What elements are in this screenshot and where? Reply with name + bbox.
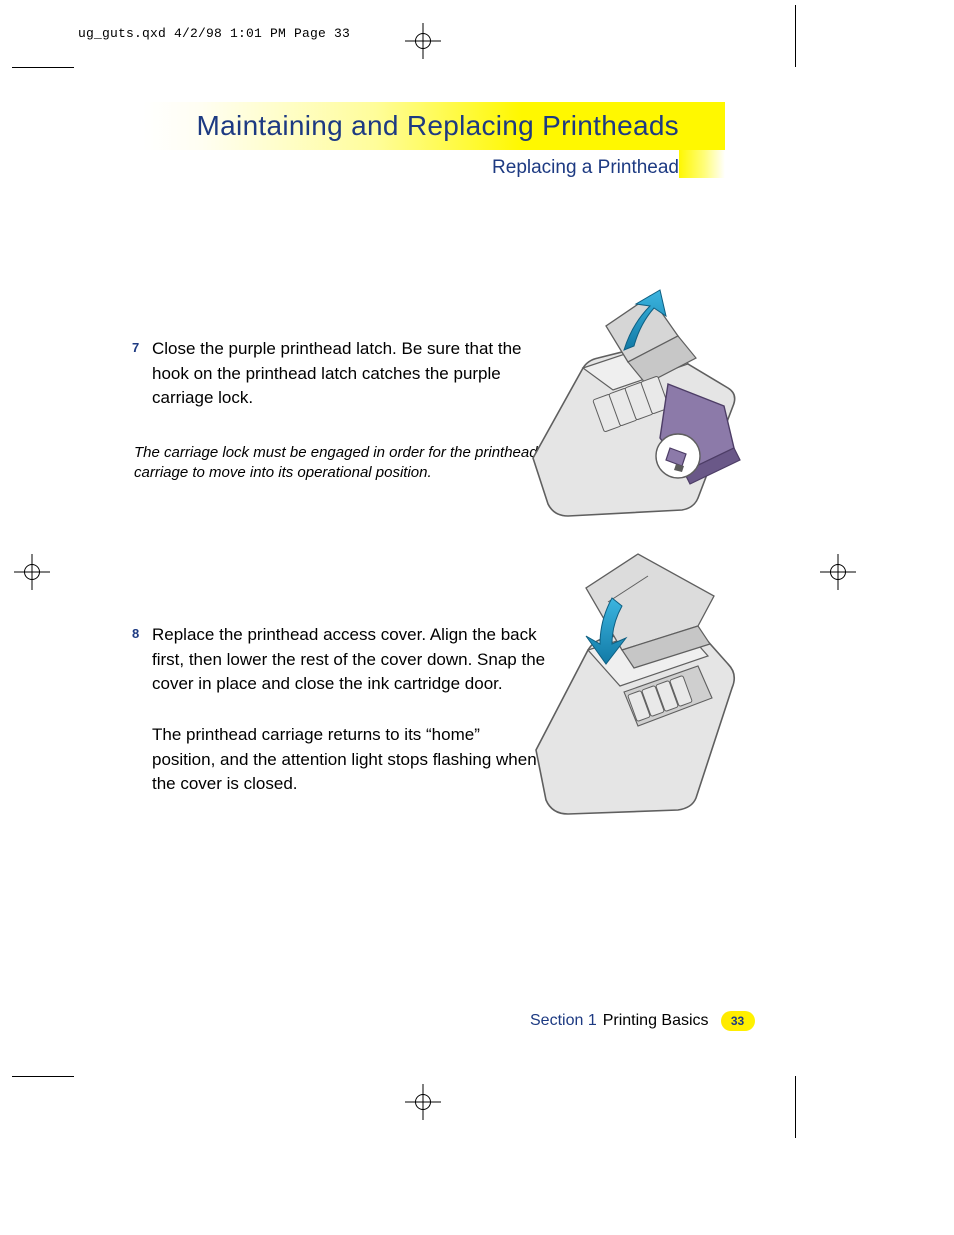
chapter-title-tail	[679, 150, 725, 178]
step-note: The carriage lock must be engaged in ord…	[134, 443, 546, 484]
section-subtitle: Replacing a Printhead	[143, 157, 679, 179]
registration-mark	[405, 1084, 441, 1120]
page-footer: Section 1 Printing Basics 33	[530, 1011, 755, 1031]
chapter-title-band: Maintaining and Replacing Printheads	[143, 102, 725, 150]
chapter-title: Maintaining and Replacing Printheads	[197, 110, 679, 142]
crop-mark	[12, 67, 74, 68]
step-text-continued: The printhead carriage returns to its “h…	[134, 723, 546, 797]
page-number-pill: 33	[721, 1011, 755, 1031]
step-text: Close the purple printhead latch. Be sur…	[134, 337, 546, 411]
running-header: ug_guts.qxd 4/2/98 1:01 PM Page 33	[78, 26, 350, 41]
step-8: 8 Replace the printhead access cover. Al…	[134, 623, 546, 797]
registration-mark	[405, 23, 441, 59]
crop-mark	[12, 1076, 74, 1077]
step-number: 8	[132, 625, 139, 644]
step-number: 7	[132, 339, 139, 358]
registration-mark	[820, 554, 856, 590]
crop-mark	[795, 5, 796, 67]
step-text: Replace the printhead access cover. Alig…	[134, 623, 546, 697]
crop-mark	[795, 1076, 796, 1138]
registration-mark	[14, 554, 50, 590]
step-7: 7 Close the purple printhead latch. Be s…	[134, 337, 546, 483]
figure-replace-cover	[528, 540, 758, 818]
footer-section-title: Printing Basics	[603, 1012, 709, 1030]
footer-section-label: Section 1	[530, 1012, 597, 1030]
figure-close-latch	[528, 288, 758, 520]
